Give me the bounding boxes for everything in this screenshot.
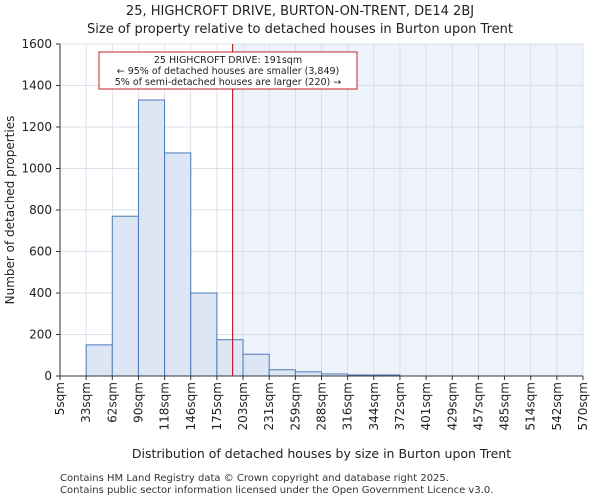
x-tick-label: 146sqm [184,382,198,430]
x-tick-label: 401sqm [419,382,433,430]
x-tick-label: 203sqm [236,382,250,430]
histogram-bar [164,152,192,377]
x-tick-label: 5sqm [53,382,67,415]
histogram-bar [294,371,323,377]
histogram-bar [190,292,218,377]
y-tick-label: 1600 [21,37,52,51]
x-tick-label: 372sqm [393,382,407,430]
histogram-bar [242,353,270,377]
x-tick-label: 288sqm [315,382,329,430]
x-tick-label: 259sqm [288,382,302,430]
annotation-line: 25 HIGHCROFT DRIVE: 191sqm [154,55,302,66]
histogram-bar [137,99,166,377]
y-tick-label: 1000 [21,162,52,176]
x-axis-label: Distribution of detached houses by size … [132,446,511,461]
footer-licence: Contains public sector information licen… [60,485,494,496]
x-tick-label: 316sqm [341,382,355,430]
annotation-line: 5% of semi-detached houses are larger (2… [115,77,342,88]
x-tick-label: 457sqm [471,382,485,430]
histogram-bar [85,344,113,377]
y-tick-label: 800 [29,203,52,217]
histogram-bar [111,215,139,377]
y-tick-label: 400 [29,286,52,300]
x-tick-label: 33sqm [79,382,93,423]
x-tick-label: 231sqm [262,382,276,430]
x-tick-label: 90sqm [131,382,145,423]
y-tick-label: 200 [29,328,52,342]
y-tick-label: 1400 [21,79,52,93]
x-tick-label: 175sqm [210,382,224,430]
y-tick-label: 600 [29,245,52,259]
y-axis-label: Number of detached properties [3,116,17,305]
annotation-box [98,51,358,90]
y-tick-label: 0 [44,369,52,383]
x-tick-label: 429sqm [445,382,459,430]
x-tick-label: 118sqm [158,382,172,430]
y-tick-label: 1200 [21,120,52,134]
x-tick-label: 344sqm [367,382,381,430]
footer-copyright: Contains HM Land Registry data © Crown c… [60,473,449,484]
chart-subtitle: Size of property relative to detached ho… [87,22,513,37]
chart-title: 25, HIGHCROFT DRIVE, BURTON-ON-TRENT, DE… [125,4,475,19]
x-tick-label: 570sqm [576,382,590,430]
x-tick-label: 542sqm [550,382,564,430]
x-tick-label: 62sqm [105,382,119,423]
annotation-line: ← 95% of detached houses are smaller (3,… [117,66,340,77]
x-tick-label: 485sqm [498,382,512,430]
histogram-bar [216,339,244,377]
histogram-bar [268,369,296,377]
x-tick-label: 514sqm [524,382,538,430]
